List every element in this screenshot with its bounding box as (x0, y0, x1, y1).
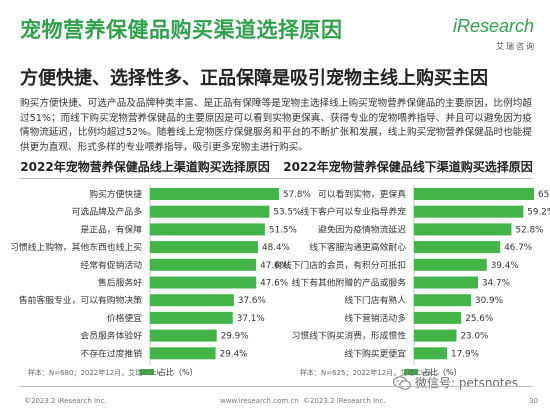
online-category-label: 会员服务体验好 (80, 330, 142, 342)
offline-bar (414, 329, 457, 342)
online-value-label: 57.8% (283, 190, 311, 200)
online-bar (150, 241, 258, 254)
iresearch-logo: iResearch 艾瑞咨询 (453, 10, 538, 56)
offline-category-label: 线下购买更便宜 (344, 347, 406, 359)
online-category-label: 购买方便快捷 (89, 188, 142, 200)
online-category-label: 可选品牌及产品多 (72, 206, 143, 218)
online-category-label: 是正品，有保障 (80, 223, 142, 235)
online-bar (150, 205, 270, 218)
online-bar (150, 294, 234, 307)
offline-legend-swatch (404, 369, 418, 375)
online-category-label: 经常有促销活动 (80, 259, 142, 271)
logo-wordmark: iResearch (453, 16, 535, 36)
footer-website: www.iresearch.com.cn (220, 397, 299, 405)
logo-subtext: 艾瑞咨询 (496, 42, 536, 51)
offline-value-label: 52.8% (515, 225, 543, 235)
offline-value-label: 17.9% (451, 349, 479, 359)
footer-copyright: ©2023.2 iResearch Inc. (24, 397, 107, 405)
offline-category-label: 有线下门店的会员，有积分可抵扣 (274, 259, 406, 271)
wechat-icon (393, 375, 411, 390)
offline-legend-label: 占比（%） (422, 367, 462, 377)
online-bar (150, 223, 265, 236)
offline-category-label: 避免因为疫情物流延迟 (318, 223, 406, 235)
offline-bar (414, 311, 462, 324)
offline-value-label: 23.0% (460, 332, 488, 342)
online-legend-label: 占比（%） (158, 367, 198, 377)
offline-category-label: 线下营销活动多 (344, 312, 406, 324)
offline-value-label: 59.2% (527, 208, 550, 218)
online-value-label: 51.5% (269, 225, 297, 235)
intro-paragraph: 购买方便快捷、可选产品及品牌种类丰富、是正品有保障等是宠物主选择线上购买宠物营养… (20, 98, 532, 153)
online-bar (150, 258, 257, 271)
page-subtitle: 方便快捷、选择性多、正品保障是吸引宠物主线上购买主因 (20, 68, 488, 89)
online-category-label: 不存在过度推销 (80, 347, 142, 359)
offline-bar (414, 347, 448, 360)
offline-category-label: 线下有其他附赠的产品或服务 (292, 277, 407, 289)
online-bar (150, 329, 217, 342)
online-chart-title: 2022年宠物营养保健品线上渠道购买选择原因 (20, 160, 270, 174)
page-number: 30 (529, 397, 538, 405)
online-sample-note: 样本：N=680；2022年12月，艾瑞iClick... (28, 369, 168, 377)
online-value-label: 53.5% (273, 208, 301, 218)
online-value-label: 47.6% (260, 261, 288, 271)
online-value-label: 37.6% (238, 296, 266, 306)
offline-category-label: 线下门店有熟人 (344, 294, 406, 306)
reasons-bar-charts: 购买方便快捷 57.8% 可选品牌及产品多 53.5% 是正品，有保障 51.5% 习惯线上… (10, 185, 550, 377)
offline-value-label: 25.6% (465, 314, 493, 324)
offline-bar (414, 188, 534, 200)
offline-value-label: 65.0% (538, 190, 550, 200)
offline-category-label: 线下客服沟通更高效耐心 (309, 241, 406, 253)
offline-category-label: 可以看到实物，更保真 (318, 188, 406, 200)
offline-chart-title: 2022年宠物营养保健品线下渠道购买选择原因 (283, 160, 533, 174)
online-value-label: 37.1% (237, 314, 265, 324)
offline-sample-note: 样本：N=625；2022年12月，艾瑞iClick... (300, 369, 440, 377)
online-legend-swatch (140, 369, 154, 375)
top-divider (20, 178, 532, 179)
offline-bar (414, 205, 524, 218)
online-bar (150, 311, 233, 324)
online-bar (150, 188, 279, 200)
online-category-label: 习惯线上购物，其他东西也线上买 (10, 241, 142, 253)
wechat-watermark: 微信号: petsnotes (393, 374, 518, 391)
online-value-label: 29.4% (220, 349, 248, 359)
offline-bar (414, 258, 487, 271)
online-bar (150, 276, 257, 289)
watermark-text: 微信号: petsnotes (415, 376, 519, 390)
online-category-label: 售前客服专业，可以有购物决策 (19, 294, 142, 306)
offline-value-label: 30.9% (475, 296, 503, 306)
online-bar (150, 347, 216, 360)
offline-category-label: 习惯线下购买消费，形成惯性 (292, 330, 407, 342)
bottom-divider (20, 386, 532, 387)
online-category-label: 售后服务好 (98, 277, 142, 289)
offline-value-label: 39.4% (491, 261, 519, 271)
online-category-label: 价格便宜 (107, 312, 142, 324)
offline-value-label: 46.7% (504, 243, 532, 253)
offline-category-label: 线下客户可以专业指导养宠 (300, 206, 406, 218)
offline-bar (414, 223, 512, 236)
online-value-label: 47.6% (260, 279, 288, 289)
offline-bar (414, 241, 501, 254)
offline-bar (414, 276, 479, 289)
footer-copyright-right: ©2023.2 iResearch Inc. (303, 397, 386, 405)
online-value-label: 48.4% (262, 243, 290, 253)
offline-bar (414, 294, 472, 307)
offline-value-label: 34.7% (482, 279, 510, 289)
online-value-label: 29.9% (221, 332, 249, 342)
page-title: 宠物营养保健品购买渠道选择原因 (20, 18, 343, 42)
